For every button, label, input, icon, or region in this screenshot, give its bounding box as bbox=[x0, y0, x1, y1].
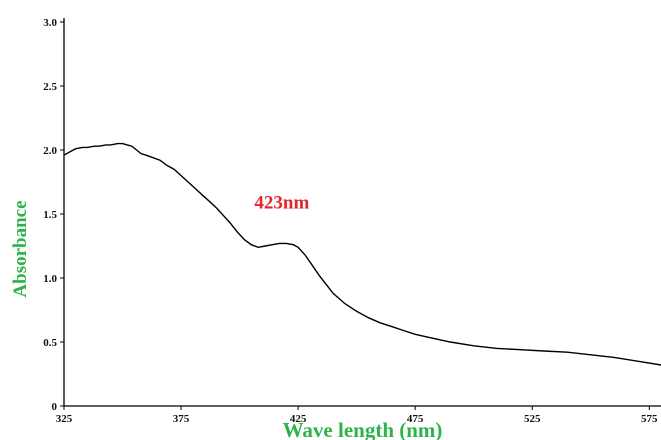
x-tick-label: 525 bbox=[524, 413, 541, 425]
axes bbox=[60, 18, 661, 410]
x-tick-label: 575 bbox=[641, 413, 658, 425]
y-tick-label: 1.5 bbox=[43, 209, 57, 221]
peak-annotation: 423nm bbox=[254, 192, 309, 213]
y-tick-label: 1.0 bbox=[43, 273, 57, 285]
x-tick-label: 325 bbox=[56, 413, 73, 425]
y-tick-label: 3.0 bbox=[43, 17, 57, 29]
absorbance-curve bbox=[63, 142, 661, 366]
tick-labels: 0 0.5 1.0 1.5 2.0 2.5 3.0 325 375 425 475 525 575 bbox=[43, 17, 658, 425]
x-tick-label: 375 bbox=[173, 413, 190, 425]
x-axis-label: Wave length (nm) bbox=[283, 418, 443, 440]
y-tick-label: 0.5 bbox=[43, 337, 57, 349]
y-tick-label: 0 bbox=[52, 401, 58, 413]
x-tick-label: 475 bbox=[407, 413, 424, 425]
y-tick-label: 2.0 bbox=[43, 145, 57, 157]
x-tick-label: 425 bbox=[290, 413, 307, 425]
y-tick-label: 2.5 bbox=[43, 81, 57, 93]
y-axis-label: Absorbance bbox=[10, 200, 31, 297]
